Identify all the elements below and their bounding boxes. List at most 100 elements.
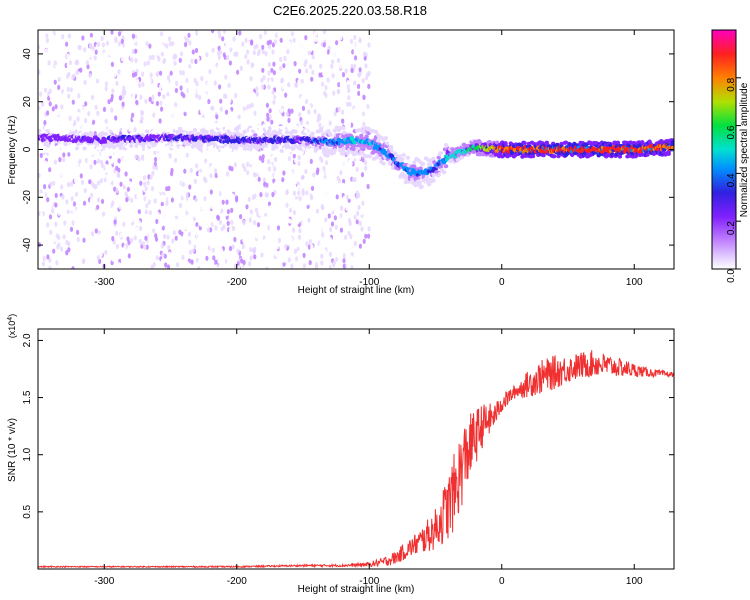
noise-speckle <box>277 91 281 97</box>
noise-speckle <box>271 49 275 55</box>
noise-speckle <box>277 31 281 37</box>
noise-speckle <box>364 79 368 85</box>
noise-speckle <box>306 30 310 34</box>
noise-speckle <box>193 166 197 173</box>
noise-speckle <box>221 239 225 246</box>
noise-speckle <box>285 202 289 208</box>
noise-speckle <box>258 165 262 171</box>
noise-speckle <box>168 251 172 257</box>
ridge-halo <box>39 121 44 126</box>
noise-speckle <box>320 101 325 107</box>
noise-speckle <box>95 245 99 251</box>
noise-speckle <box>288 218 292 224</box>
noise-speckle <box>42 256 46 262</box>
noise-speckle <box>288 187 292 193</box>
noise-speckle <box>136 194 140 200</box>
ridge-halo <box>131 122 136 127</box>
noise-speckle <box>162 233 167 240</box>
noise-speckle <box>221 199 225 205</box>
noise-speckle <box>52 248 56 254</box>
noise-speckle <box>51 106 55 112</box>
ridge-halo <box>387 159 393 164</box>
noise-speckle <box>114 37 118 44</box>
noise-speckle <box>58 37 62 43</box>
noise-speckle <box>362 94 366 100</box>
noise-speckle <box>46 254 50 260</box>
noise-speckle <box>269 104 273 110</box>
noise-speckle <box>334 224 338 230</box>
noise-speckle <box>211 247 215 253</box>
noise-speckle <box>224 109 229 115</box>
noise-speckle <box>216 190 220 196</box>
noise-speckle <box>290 263 294 269</box>
noise-speckle <box>282 231 286 238</box>
noise-speckle <box>237 231 241 237</box>
noise-speckle <box>361 111 366 117</box>
ridge-halo <box>129 127 134 132</box>
noise-speckle <box>45 33 49 39</box>
noise-speckle <box>86 174 91 180</box>
ridge-halo <box>113 124 118 129</box>
noise-speckle <box>224 74 228 80</box>
ridge-halo <box>436 155 441 160</box>
noise-speckle <box>165 205 169 211</box>
noise-speckle <box>38 84 42 90</box>
noise-speckle <box>328 236 332 243</box>
noise-speckle <box>222 253 226 259</box>
noise-speckle <box>136 88 140 94</box>
noise-speckle <box>137 209 141 215</box>
ridge-halo <box>428 162 433 167</box>
noise-speckle <box>341 182 345 188</box>
noise-speckle <box>163 217 167 223</box>
noise-speckle <box>208 254 212 260</box>
noise-speckle <box>224 44 228 50</box>
noise-speckle <box>50 243 54 249</box>
noise-speckle <box>324 108 328 114</box>
noise-speckle <box>294 50 298 56</box>
noise-speckle <box>210 211 214 217</box>
noise-speckle <box>367 226 371 232</box>
noise-speckle <box>310 185 315 191</box>
ridge-halo <box>570 153 575 157</box>
ridge-halo <box>503 141 508 146</box>
noise-speckle <box>278 260 282 266</box>
noise-speckle <box>71 220 75 226</box>
noise-speckle <box>127 36 131 43</box>
noise-speckle <box>85 245 89 251</box>
noise-speckle <box>137 220 141 226</box>
ridge-halo <box>242 146 247 151</box>
noise-speckle <box>77 196 81 202</box>
noise-speckle <box>60 184 64 190</box>
noise-speckle <box>353 63 357 70</box>
noise-speckle <box>308 72 312 78</box>
noise-speckle <box>161 174 165 180</box>
noise-speckle <box>299 251 303 257</box>
noise-speckle <box>217 45 221 51</box>
noise-speckle <box>215 114 219 120</box>
noise-speckle <box>38 69 41 75</box>
ridge-halo <box>155 122 160 127</box>
noise-speckle <box>339 227 343 233</box>
noise-speckle <box>51 116 56 122</box>
noise-speckle <box>191 181 195 187</box>
ridge-halo <box>244 143 249 148</box>
noise-speckle <box>251 91 256 97</box>
chart-title: C2E6.2025.220.03.58.R18 <box>273 3 427 18</box>
noise-speckle <box>351 177 355 183</box>
noise-speckle <box>111 88 115 94</box>
noise-speckle <box>323 190 327 196</box>
noise-speckle <box>113 161 117 167</box>
noise-speckle <box>157 113 161 119</box>
noise-speckle <box>322 70 326 77</box>
noise-speckle <box>164 50 168 57</box>
noise-speckle <box>152 262 156 268</box>
noise-speckle <box>344 40 348 46</box>
noise-speckle <box>65 108 69 114</box>
noise-speckle <box>316 99 320 105</box>
noise-speckle <box>320 253 324 259</box>
noise-speckle <box>130 217 134 223</box>
noise-speckle <box>366 104 370 110</box>
noise-speckle <box>92 119 96 125</box>
noise-speckle <box>130 197 134 203</box>
noise-speckle <box>85 204 89 210</box>
